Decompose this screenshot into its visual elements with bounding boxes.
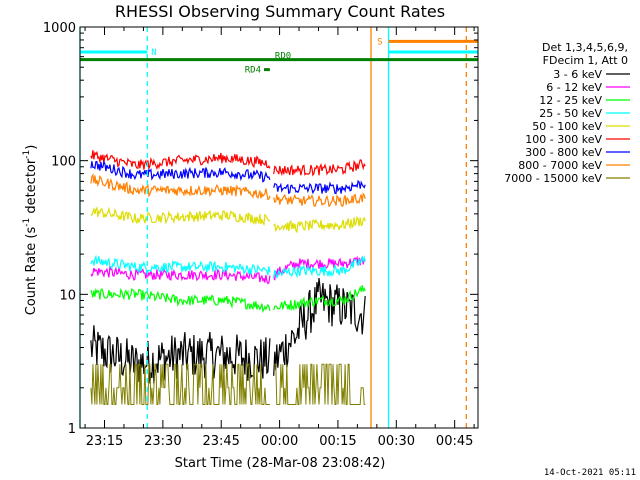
series-line-4	[90, 254, 366, 280]
series-line-6	[90, 150, 366, 177]
legend-entry-label: 25 - 50 keV	[539, 107, 602, 120]
x-tick-label: 00:30	[378, 434, 415, 449]
segment-label-n: N	[151, 48, 156, 58]
legend-entry-label: 300 - 800 keV	[525, 146, 602, 159]
y-axis-label-mid: detector	[24, 158, 39, 218]
segment-label-rd4: RD4	[245, 66, 261, 76]
series-line-8	[90, 173, 366, 208]
y-tick-label: 10	[59, 288, 76, 303]
legend-entry-label: 12 - 25 keV	[539, 94, 602, 107]
series-line-9	[90, 363, 366, 405]
legend-entry-label: 50 - 100 keV	[532, 120, 602, 133]
y-axis-label-sup2: -1	[22, 150, 32, 159]
legend: Det 1,3,4,5,6,9,FDecim 1, Att 03 - 6 keV…	[504, 41, 630, 185]
chart-title: RHESSI Observing Summary Count Rates	[115, 2, 445, 21]
timestamp: 14-Oct-2021 05:11	[544, 468, 636, 478]
series-line-3	[90, 285, 366, 314]
y-axis-label-main: Count Rate (s	[24, 227, 39, 316]
y-axis-label-end: )	[24, 145, 39, 150]
legend-header-line: FDecim 1, Att 0	[543, 54, 628, 67]
series-line-1	[90, 278, 366, 384]
x-tick-label: 23:45	[202, 434, 239, 449]
y-axis-label-sup1: -1	[22, 218, 32, 227]
x-tick-label: 00:15	[319, 434, 356, 449]
series-line-5	[90, 206, 366, 234]
y-axis-label: Count Rate (s-1 detector-1)	[22, 145, 39, 316]
plot-frame	[79, 26, 479, 429]
y-tick-label: 100	[51, 155, 76, 170]
axes: 1 10 100 1000 23:15 23:30 23:45 00:00 00:15 00:30…	[43, 21, 479, 449]
segment-label-s: S	[377, 37, 382, 47]
legend-entry-label: 7000 - 15000 keV	[504, 172, 602, 185]
legend-entry-label: 3 - 6 keV	[553, 68, 602, 81]
y-tick-label: 1000	[43, 21, 76, 36]
x-tick-label: 23:15	[86, 434, 123, 449]
series-line-7	[90, 159, 366, 195]
plot-area: N S RD0 RD4	[79, 27, 478, 428]
legend-entry-label: 100 - 300 keV	[525, 133, 602, 146]
x-tick-label: 00:45	[436, 434, 473, 449]
x-tick-label: 00:00	[261, 434, 298, 449]
legend-entry-label: 800 - 7000 keV	[518, 159, 602, 172]
x-tick-label: 23:30	[144, 434, 181, 449]
x-axis-label: Start Time (28-Mar-08 23:08:42)	[175, 456, 386, 471]
legend-header-line: Det 1,3,4,5,6,9,	[542, 41, 628, 54]
y-tick-label: 1	[68, 422, 76, 437]
legend-entry-label: 6 - 12 keV	[546, 81, 602, 94]
series-line-2	[90, 255, 366, 285]
segment-label-rd0: RD0	[275, 52, 291, 62]
